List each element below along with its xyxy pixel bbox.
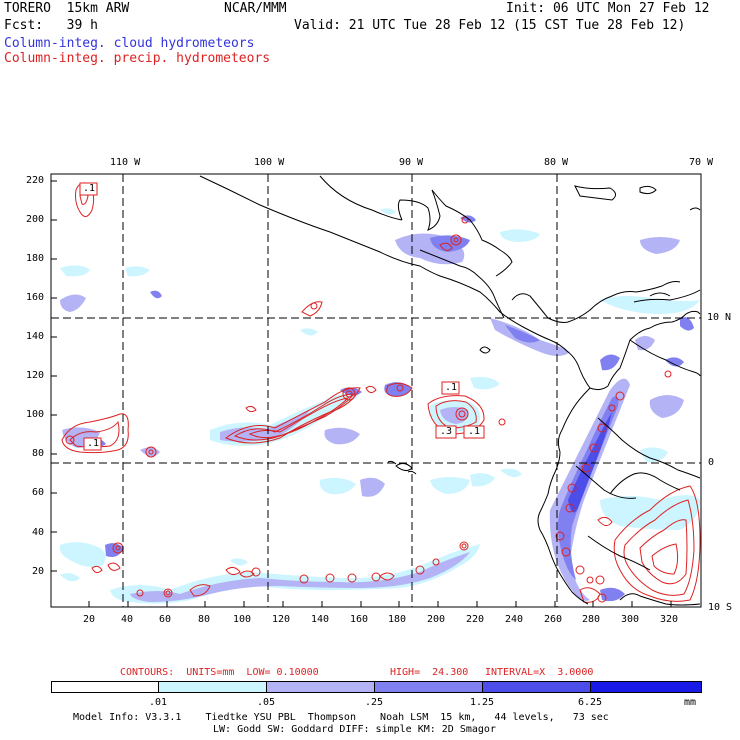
valid-time: Valid: 21 UTC Tue 28 Feb 12 (15 CST Tue … (294, 18, 686, 33)
lat-label-10n: 10 N (707, 312, 732, 323)
grid-x-200: 200 (427, 614, 446, 625)
contour-high-info: HIGH= 24.300 (390, 667, 469, 678)
grid-x-100: 100 (233, 614, 252, 625)
lat-label-10s: 10 S (708, 602, 733, 613)
grid-y-180: 180 (26, 253, 45, 264)
contour-label: .1 (83, 183, 96, 194)
lon-label-80w: 80 W (544, 157, 569, 168)
grid-y-120: 120 (26, 370, 45, 381)
legend-label: 6.25 (577, 697, 603, 708)
lon-label-70w: 70 W (689, 157, 714, 168)
grid-y-60: 60 (32, 487, 45, 498)
grid-y-140: 140 (26, 331, 45, 342)
map-frame (50, 173, 702, 608)
legend-label: .25 (364, 697, 384, 708)
lon-label-90w: 90 W (399, 157, 424, 168)
contour-label: .1 (87, 438, 100, 449)
legend-label: .01 (148, 697, 168, 708)
grid-y-200: 200 (26, 214, 45, 225)
precip-hydrometeor-contours (61, 182, 701, 603)
grid-x-40: 40 (121, 614, 134, 625)
legend-swatch (374, 681, 483, 693)
grid-y-40: 40 (32, 527, 45, 538)
legend-swatch (590, 681, 702, 693)
contour-interval-info: INTERVAL=X 3.0000 (485, 667, 594, 678)
legend-swatch (482, 681, 591, 693)
contour-units-info: CONTOURS: UNITS=mm LOW= 0.10000 (120, 667, 319, 678)
lon-label-100w: 100 W (254, 157, 285, 168)
grid-x-220: 220 (466, 614, 485, 625)
grid-x-20: 20 (83, 614, 96, 625)
grid-x-140: 140 (311, 614, 330, 625)
grid-y-80: 80 (32, 448, 45, 459)
grid-y-160: 160 (26, 292, 45, 303)
grid-y-100: 100 (26, 409, 45, 420)
grid-y-220: 220 (26, 175, 45, 186)
field-precip-label: Column-integ. precip. hydrometeors (4, 51, 271, 66)
legend-swatch (51, 681, 159, 693)
graticule (51, 174, 701, 607)
grid-x-80: 80 (198, 614, 211, 625)
field-cloud-label: Column-integ. cloud hydrometeors (4, 36, 255, 51)
legend-swatch (158, 681, 267, 693)
lon-label-110w: 110 W (110, 157, 141, 168)
cloud-hydrometeor-shading (59, 208, 700, 604)
contour-label-boxes (79, 182, 485, 451)
lat-label-0: 0 (708, 457, 715, 468)
contour-label: .1 (468, 426, 481, 437)
grid-x-320: 320 (660, 614, 679, 625)
contour-label: .3 (440, 426, 453, 437)
institution: NCAR/MMM (224, 1, 287, 16)
legend-label: 1.25 (469, 697, 495, 708)
grid-x-260: 260 (544, 614, 563, 625)
grid-x-60: 60 (159, 614, 172, 625)
legend-swatch (266, 681, 375, 693)
grid-x-160: 160 (350, 614, 369, 625)
grid-x-120: 120 (272, 614, 291, 625)
grid-x-280: 280 (582, 614, 601, 625)
grid-y-20: 20 (32, 566, 45, 577)
contour-label: .1 (445, 382, 458, 393)
coastlines (199, 175, 701, 606)
legend-units: mm (683, 697, 697, 708)
model-info-line2: LW: Godd SW: Goddard DIFF: simple KM: 2D… (213, 724, 496, 735)
init-time: Init: 06 UTC Mon 27 Feb 12 (506, 1, 710, 16)
grid-x-300: 300 (621, 614, 640, 625)
forecast-hour: Fcst: 39 h (4, 18, 98, 33)
model-info-line1: Model Info: V3.3.1 Tiedtke YSU PBL Thomp… (73, 712, 609, 723)
grid-x-180: 180 (388, 614, 407, 625)
model-title: TORERO 15km ARW (4, 1, 130, 16)
grid-x-240: 240 (505, 614, 524, 625)
legend-label: .05 (256, 697, 276, 708)
